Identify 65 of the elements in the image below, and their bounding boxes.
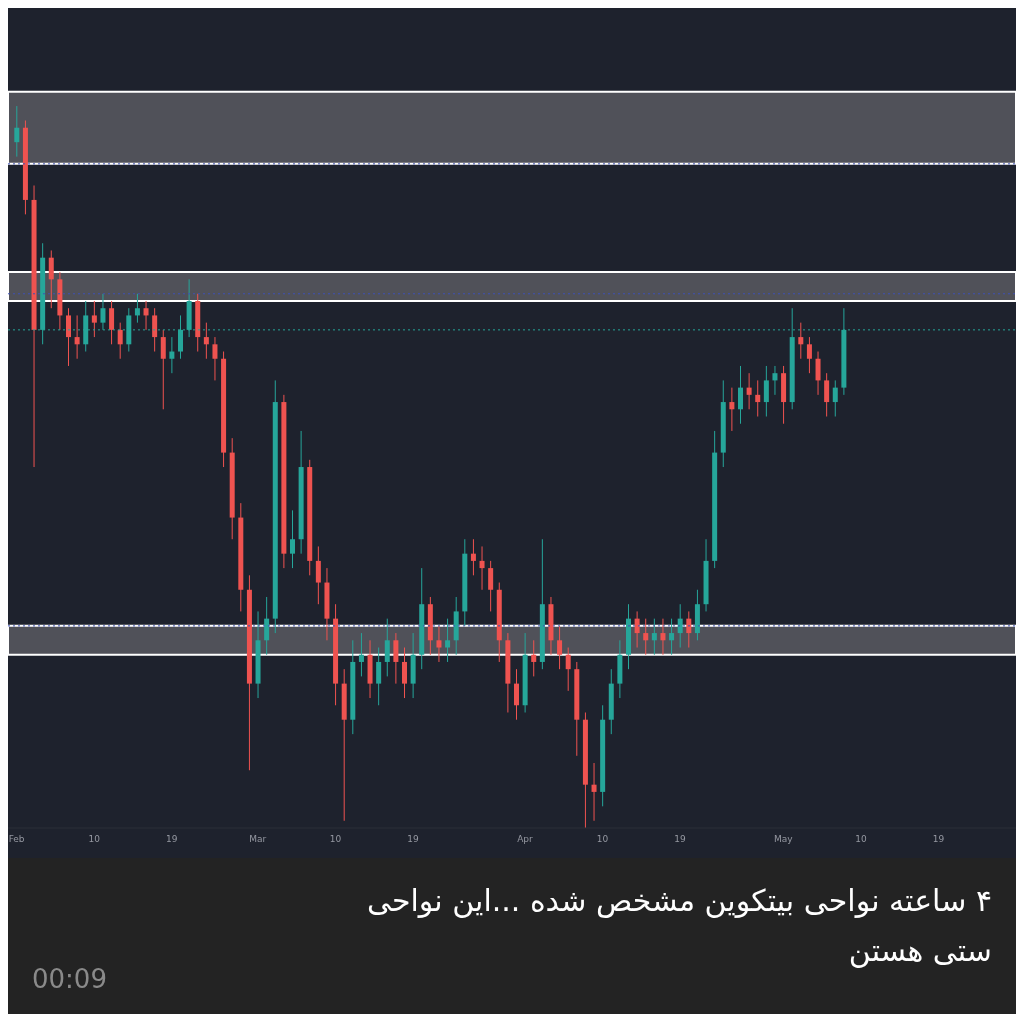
candlestick (565, 647, 571, 692)
candlestick (729, 387, 735, 432)
candlestick (393, 632, 399, 685)
candlestick (48, 249, 54, 309)
candlestick (160, 329, 166, 410)
x-tick-label: 19 (165, 834, 178, 845)
candlestick (470, 538, 476, 576)
candlestick (91, 300, 97, 338)
candlestick (445, 618, 451, 663)
candlestick (755, 379, 761, 417)
candlestick (134, 293, 140, 324)
x-tick-label: 10 (596, 834, 609, 845)
text: 00:09 (32, 964, 107, 994)
candlestick (152, 307, 158, 353)
candlestick (488, 560, 494, 612)
x-tick-label: 19 (407, 834, 419, 845)
candlestick (669, 618, 675, 656)
x-tick-label: 10 (329, 834, 342, 845)
x-tick-label: Mar (249, 834, 267, 845)
candlestick (772, 365, 778, 396)
candlestick (763, 365, 769, 417)
candlestick (479, 545, 485, 591)
candlestick (660, 618, 666, 656)
candlestick (436, 625, 442, 663)
candlestick (746, 372, 752, 410)
candlestick (557, 625, 563, 670)
candlestick (686, 610, 692, 649)
candlestick (203, 322, 209, 360)
x-tick-label: 10 (88, 834, 101, 845)
text: ۴ ساعته نواحی بیتکوین مشخص شده ...این نواحی (365, 882, 992, 920)
candlestick (824, 372, 830, 417)
candlestick (74, 314, 80, 360)
text: ستی هستن (848, 933, 992, 968)
candlestick (798, 322, 804, 360)
candlestick (117, 322, 123, 360)
candlestick (14, 105, 20, 158)
candlestick (264, 596, 270, 656)
candlestick (514, 668, 519, 721)
candlestick (677, 603, 683, 649)
candlestick (212, 336, 218, 381)
candlestick (651, 618, 657, 656)
candlestick (358, 632, 364, 677)
candlestick (815, 351, 821, 396)
candlestick (402, 647, 407, 699)
x-tick-label: 10 (855, 834, 867, 845)
candlestick (315, 545, 321, 605)
candlestick (591, 762, 597, 822)
candlestick (634, 610, 640, 649)
candlestick (384, 618, 390, 677)
x-tick-label: 19 (932, 834, 945, 845)
candlestick (109, 300, 115, 345)
x-tick-label: Feb (8, 834, 25, 845)
x-tick-label: Apr (517, 834, 533, 845)
candlestick (531, 639, 537, 677)
candlestick (143, 300, 149, 331)
candlestick (806, 336, 812, 374)
x-tick-label: May (774, 834, 794, 845)
candlestick (643, 618, 649, 656)
candlestick (738, 365, 743, 425)
x-tick-label: 19 (674, 834, 686, 845)
candlestick (66, 307, 71, 367)
candlestick (290, 509, 295, 569)
candlestick (376, 647, 382, 706)
candlestick (169, 336, 175, 374)
candlestick (832, 379, 838, 417)
